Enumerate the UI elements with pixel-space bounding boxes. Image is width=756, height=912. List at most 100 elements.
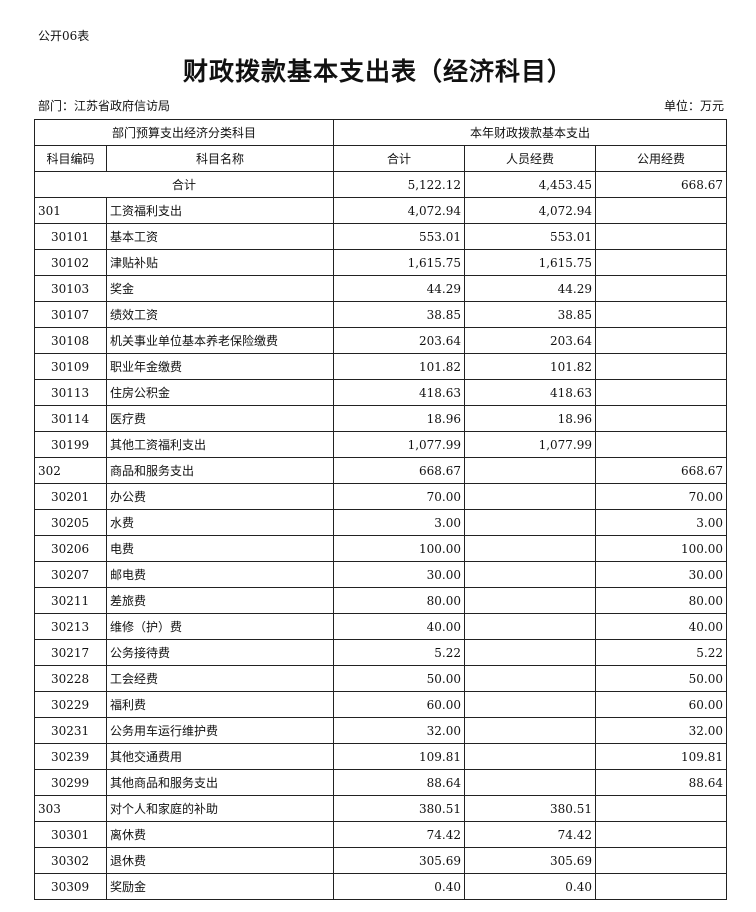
row-public [595, 327, 727, 354]
row-total: 44.29 [333, 275, 465, 302]
row-name: 职业年金缴费 [106, 353, 334, 380]
row-total: 60.00 [333, 691, 465, 718]
row-code: 30239 [34, 743, 107, 770]
row-code: 30201 [34, 483, 107, 510]
row-public [595, 873, 727, 900]
row-code: 30213 [34, 613, 107, 640]
table-row: 30101 基本工资 553.01 553.01 [34, 223, 727, 250]
table-row: 30207 邮电费 30.00 30.00 [34, 561, 727, 588]
row-code: 30302 [34, 847, 107, 874]
row-personnel [464, 743, 596, 770]
row-code: 30229 [34, 691, 107, 718]
row-name: 差旅费 [106, 587, 334, 614]
row-public [595, 821, 727, 848]
row-name: 住房公积金 [106, 379, 334, 406]
row-public: 3.00 [595, 509, 727, 536]
row-code: 30108 [34, 327, 107, 354]
row-total: 88.64 [333, 769, 465, 796]
row-personnel [464, 561, 596, 588]
table-row: 30199 其他工资福利支出 1,077.99 1,077.99 [34, 431, 727, 458]
table-row: 30103 奖金 44.29 44.29 [34, 275, 727, 302]
row-public: 60.00 [595, 691, 727, 718]
row-personnel: 1,615.75 [464, 249, 596, 276]
table-row: 30309 奖励金 0.40 0.40 [34, 873, 727, 900]
row-code: 30107 [34, 301, 107, 328]
row-total: 0.40 [333, 873, 465, 900]
table-row: 30302 退休费 305.69 305.69 [34, 847, 727, 874]
row-personnel: 0.40 [464, 873, 596, 900]
row-name: 其他工资福利支出 [106, 431, 334, 458]
row-name: 对个人和家庭的补助 [106, 795, 334, 822]
row-total: 4,072.94 [333, 197, 465, 224]
department-label: 部门：江苏省政府信访局 [38, 99, 171, 113]
row-name: 津贴补贴 [106, 249, 334, 276]
row-public: 5.22 [595, 639, 727, 666]
row-name: 办公费 [106, 483, 334, 510]
row-personnel [464, 483, 596, 510]
row-code: 30299 [34, 769, 107, 796]
row-personnel [464, 717, 596, 744]
row-name: 公务用车运行维护费 [106, 717, 334, 744]
row-name: 维修（护）费 [106, 613, 334, 640]
row-total: 50.00 [333, 665, 465, 692]
form-number: 公开06表 [38, 29, 90, 43]
row-public [595, 379, 727, 406]
row-code: 30231 [34, 717, 107, 744]
row-code: 30103 [34, 275, 107, 302]
row-personnel: 553.01 [464, 223, 596, 250]
row-name: 工资福利支出 [106, 197, 334, 224]
row-code: 30113 [34, 379, 107, 406]
table-row: 301 工资福利支出 4,072.94 4,072.94 [34, 197, 727, 224]
row-public [595, 405, 727, 432]
table-row: 30201 办公费 70.00 70.00 [34, 483, 727, 510]
row-total: 38.85 [333, 301, 465, 328]
row-name: 其他交通费用 [106, 743, 334, 770]
row-personnel [464, 639, 596, 666]
table-row: 30299 其他商品和服务支出 88.64 88.64 [34, 769, 727, 796]
row-public: 70.00 [595, 483, 727, 510]
table-row: 30213 维修（护）费 40.00 40.00 [34, 613, 727, 640]
row-total: 70.00 [333, 483, 465, 510]
row-total: 418.63 [333, 379, 465, 406]
header-row: 科目编码 科目名称 合计 人员经费 公用经费 [34, 145, 727, 172]
table-row: 302 商品和服务支出 668.67 668.67 [34, 457, 727, 484]
row-total: 109.81 [333, 743, 465, 770]
table-row: 30239 其他交通费用 109.81 109.81 [34, 743, 727, 770]
table-row: 30113 住房公积金 418.63 418.63 [34, 379, 727, 406]
row-personnel [464, 769, 596, 796]
row-personnel [464, 509, 596, 536]
row-total: 80.00 [333, 587, 465, 614]
table-row: 30114 医疗费 18.96 18.96 [34, 405, 727, 432]
row-code: 301 [34, 197, 107, 224]
row-name: 机关事业单位基本养老保险缴费 [106, 327, 334, 354]
table-row: 30205 水费 3.00 3.00 [34, 509, 727, 536]
row-public: 40.00 [595, 613, 727, 640]
row-personnel: 4,072.94 [464, 197, 596, 224]
row-code: 30217 [34, 639, 107, 666]
row-total: 3.00 [333, 509, 465, 536]
row-total: 74.42 [333, 821, 465, 848]
row-name: 电费 [106, 535, 334, 562]
row-code: 30309 [34, 873, 107, 900]
total-label: 合计 [34, 171, 334, 198]
row-public [595, 847, 727, 874]
row-total: 101.82 [333, 353, 465, 380]
row-code: 30109 [34, 353, 107, 380]
row-personnel: 418.63 [464, 379, 596, 406]
row-public [595, 301, 727, 328]
row-total: 1,615.75 [333, 249, 465, 276]
row-name: 奖励金 [106, 873, 334, 900]
row-personnel [464, 457, 596, 484]
row-public [595, 431, 727, 458]
row-code: 302 [34, 457, 107, 484]
row-name: 奖金 [106, 275, 334, 302]
table-row: 30301 离休费 74.42 74.42 [34, 821, 727, 848]
header-group-right: 本年财政拨款基本支出 [333, 119, 727, 146]
total-total: 5,122.12 [333, 171, 465, 198]
table-row: 30109 职业年金缴费 101.82 101.82 [34, 353, 727, 380]
row-total: 553.01 [333, 223, 465, 250]
row-name: 工会经费 [106, 665, 334, 692]
row-public: 88.64 [595, 769, 727, 796]
row-code: 30101 [34, 223, 107, 250]
row-name: 基本工资 [106, 223, 334, 250]
